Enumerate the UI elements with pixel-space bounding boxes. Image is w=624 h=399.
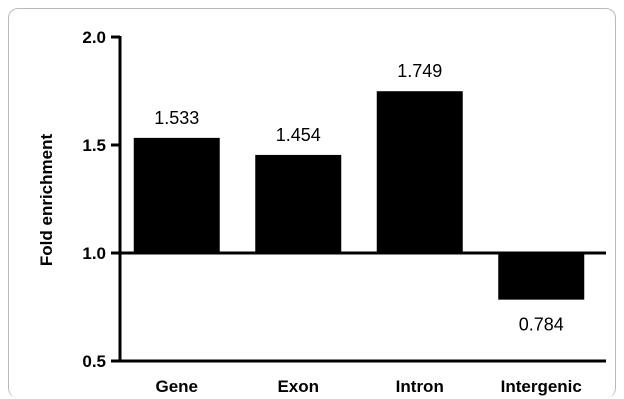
- bar-exon: [255, 154, 342, 253]
- y-tick-label: 2.0: [82, 28, 106, 47]
- data-label-intergenic: 0.784: [519, 315, 564, 335]
- bars: [133, 91, 585, 300]
- y-tick-label: 0.5: [82, 352, 106, 371]
- category-label-gene: Gene: [155, 377, 198, 396]
- category-label-intergenic: Intergenic: [501, 377, 582, 396]
- category-label-intron: Intron: [396, 377, 444, 396]
- data-label-gene: 1.533: [154, 108, 199, 128]
- y-axis: 0.5 1.0 1.5 2.0: [82, 28, 122, 371]
- y-axis-title: Fold enrichment: [37, 134, 56, 267]
- bar-intergenic: [498, 253, 585, 300]
- y-tick-label: 1.5: [82, 136, 106, 155]
- data-labels: 1.533 1.454 1.749 0.784: [154, 61, 564, 334]
- baseline-layer: [120, 251, 606, 363]
- data-label-exon: 1.454: [276, 125, 321, 145]
- y-tick-label: 1.0: [82, 244, 106, 263]
- bar-intron: [376, 91, 463, 253]
- data-label-intron: 1.749: [397, 61, 442, 81]
- category-label-exon: Exon: [277, 377, 319, 396]
- bar-gene: [133, 137, 220, 253]
- category-labels: Gene Exon Intron Intergenic: [155, 377, 581, 396]
